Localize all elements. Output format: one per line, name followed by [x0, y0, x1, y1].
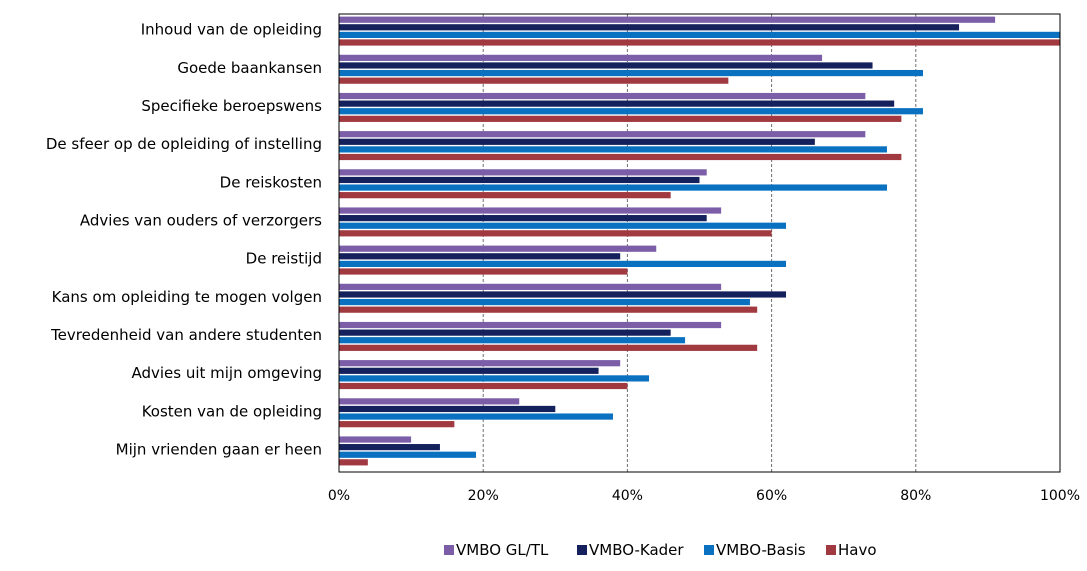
category-label: Advies uit mijn omgeving: [131, 364, 322, 382]
bar-vmbo-basis: [339, 413, 613, 420]
bar-vmbo-kader: [339, 291, 787, 298]
category-label: De reistijd: [246, 250, 322, 268]
bar-vmbo-basis: [339, 146, 887, 153]
bar-havo: [339, 268, 628, 275]
bar-havo: [339, 153, 902, 161]
x-tick-label: 0%: [328, 488, 350, 504]
category-label: Goede baankansen: [177, 59, 322, 77]
bar-vmbo-basis: [339, 108, 924, 115]
bar-vmbo-gl-tl: [339, 436, 412, 443]
bar-vmbo-basis: [339, 69, 924, 77]
bar-vmbo-kader: [339, 100, 895, 107]
bar-vmbo-gl-tl: [339, 54, 823, 61]
x-tick-label: 60%: [756, 488, 787, 504]
gridlines: [482, 14, 917, 472]
category-labels: Inhoud van de opleiding Goede baankansen S…: [46, 21, 322, 459]
bar-havo: [339, 115, 902, 122]
category-label: Inhoud van de opleiding: [141, 21, 322, 39]
legend-swatch: [577, 545, 587, 555]
bar-havo: [339, 77, 729, 84]
legend-label: VMBO-Kader: [589, 541, 684, 559]
x-tick-label: 40%: [612, 488, 643, 504]
legend-swatch: [826, 545, 836, 555]
bar-havo: [339, 344, 758, 351]
legend-swatch: [704, 545, 714, 555]
x-tick-label: 100%: [1040, 488, 1080, 504]
plot-frame: [338, 13, 1061, 473]
bar-vmbo-gl-tl: [339, 398, 520, 405]
x-tick-label: 20%: [468, 488, 499, 504]
legend-label: VMBO GL/TL: [456, 541, 549, 559]
bar-vmbo-gl-tl: [339, 207, 722, 214]
bar-vmbo-basis: [339, 451, 476, 458]
bar-vmbo-kader: [339, 138, 815, 145]
bar-havo: [339, 382, 628, 390]
bar-havo: [339, 230, 772, 237]
bar-havo: [339, 192, 671, 199]
category-label: Tevredenheid van andere studenten: [50, 326, 322, 344]
bar-vmbo-basis: [339, 184, 887, 191]
x-tick-label: 80%: [900, 488, 931, 504]
category-label: Specifieke beroepswens: [141, 97, 322, 115]
bar-vmbo-basis: [339, 222, 787, 229]
bar-vmbo-basis: [339, 31, 1060, 38]
category-label: Kans om opleiding te mogen volgen: [52, 288, 322, 306]
x-tick-labels: 0% 20% 40% 60% 80% 100%: [328, 488, 1080, 504]
bar-vmbo-gl-tl: [339, 245, 657, 252]
bar-vmbo-gl-tl: [339, 321, 722, 329]
bar-vmbo-kader: [339, 329, 671, 336]
category-label: Mijn vrienden gaan er heen: [116, 440, 322, 458]
category-label: De reiskosten: [220, 173, 322, 191]
bar-vmbo-kader: [339, 367, 599, 374]
bar-vmbo-gl-tl: [339, 169, 707, 176]
legend-swatch: [444, 545, 454, 555]
plot-border: [338, 13, 1061, 473]
bar-vmbo-gl-tl: [339, 16, 996, 23]
bar-havo: [339, 421, 455, 428]
bar-vmbo-kader: [339, 215, 707, 222]
legend-label: Havo: [838, 541, 877, 559]
bar-vmbo-kader: [339, 24, 960, 31]
bar-vmbo-basis: [339, 375, 650, 382]
bars: [339, 16, 1060, 466]
bar-vmbo-kader: [339, 405, 556, 413]
category-label: De sfeer op de opleiding of instelling: [46, 135, 322, 153]
bar-havo: [339, 39, 1060, 46]
bar-havo: [339, 459, 368, 466]
bar-vmbo-kader: [339, 444, 440, 451]
bar-vmbo-basis: [339, 337, 686, 344]
bar-vmbo-gl-tl: [339, 283, 722, 290]
bar-vmbo-basis: [339, 260, 787, 267]
bar-havo: [339, 306, 758, 313]
bar-vmbo-kader: [339, 176, 700, 184]
category-label: Kosten van de opleiding: [142, 402, 322, 420]
legend: VMBO GL/TL VMBO-Kader VMBO-Basis Havo: [444, 541, 877, 559]
bar-vmbo-gl-tl: [339, 360, 621, 367]
bar-vmbo-kader: [339, 62, 873, 69]
category-label: Advies van ouders of verzorgers: [80, 211, 322, 229]
bar-vmbo-gl-tl: [339, 92, 866, 100]
bar-vmbo-kader: [339, 253, 621, 260]
bar-vmbo-gl-tl: [339, 131, 866, 138]
bar-vmbo-basis: [339, 298, 750, 306]
legend-label: VMBO-Basis: [716, 541, 806, 559]
